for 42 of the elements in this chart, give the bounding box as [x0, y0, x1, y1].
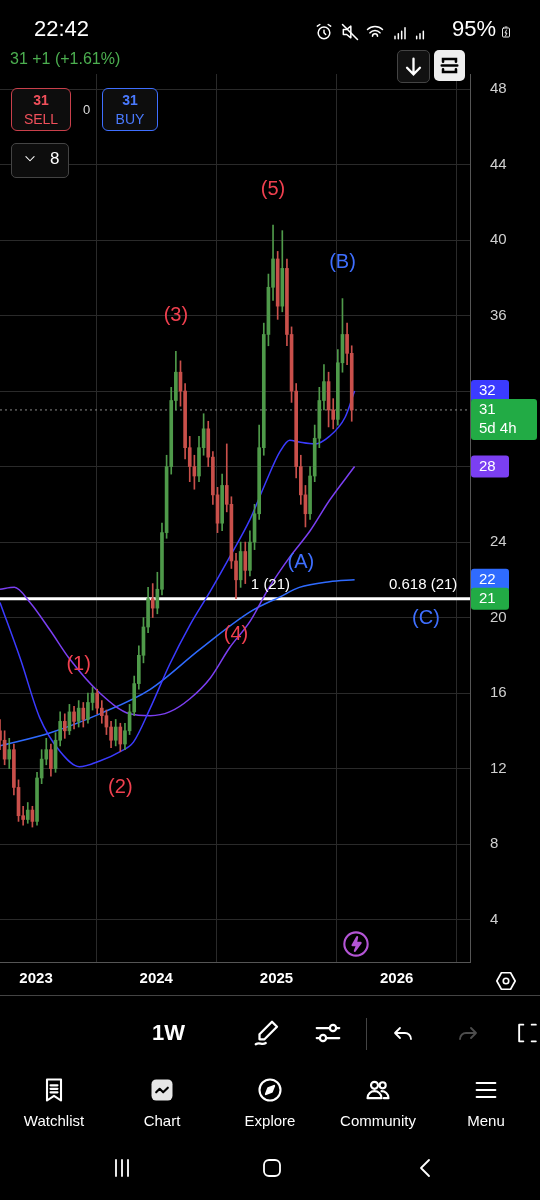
annotation: 31: [33, 92, 49, 108]
y-tick-label: 12: [490, 758, 507, 776]
text: 22:42: [34, 16, 90, 42]
annotation: (2): [108, 775, 133, 798]
annotation: (3): [163, 302, 189, 325]
ref-line-label: 31 5d 4h: [479, 400, 517, 437]
text: Menu: [467, 1112, 505, 1129]
y-tick-label: 40: [490, 230, 507, 248]
text: 95%: [452, 16, 497, 42]
y-tick-label: 48: [490, 79, 507, 97]
annotation: 0: [83, 102, 91, 117]
y-tick-label: 36: [490, 305, 507, 323]
text: Community: [340, 1112, 416, 1129]
text: 1W: [152, 1020, 185, 1046]
line-series: [0, 390, 356, 768]
annotation: (5): [260, 176, 286, 199]
ref-line-label: 21: [479, 588, 496, 606]
x-tick-label: 2023: [19, 969, 53, 987]
annotation: BUY: [115, 111, 145, 127]
text: Chart: [143, 1112, 181, 1129]
text: 32: [479, 381, 496, 399]
y-tick-label: 16: [490, 683, 507, 701]
annotation: SELL: [23, 111, 59, 127]
y-tick-label: 44: [490, 154, 507, 172]
text: Explore: [244, 1112, 296, 1129]
x-tick-label: 2026: [379, 969, 414, 987]
y-tick-label: 8: [490, 834, 499, 852]
text: Watchlist: [23, 1112, 85, 1129]
annotation: 31: [122, 92, 138, 108]
x-tick-label: 2024: [139, 969, 174, 987]
annotation: (B): [329, 250, 356, 273]
chart-title: 31 +1 (+1.61%): [10, 50, 121, 68]
x-tick-label: 2025: [259, 969, 294, 987]
y-tick-label: 4: [490, 909, 499, 927]
annotation: (A): [287, 550, 315, 573]
annotation: 0.618 (21): [388, 574, 458, 592]
annotation: 8: [50, 149, 60, 169]
y-tick-label: 24: [490, 532, 507, 550]
text: 22: [479, 569, 496, 587]
annotation: (C): [412, 606, 440, 629]
y-tick-label: 20: [490, 607, 507, 625]
text: 28: [479, 456, 496, 474]
